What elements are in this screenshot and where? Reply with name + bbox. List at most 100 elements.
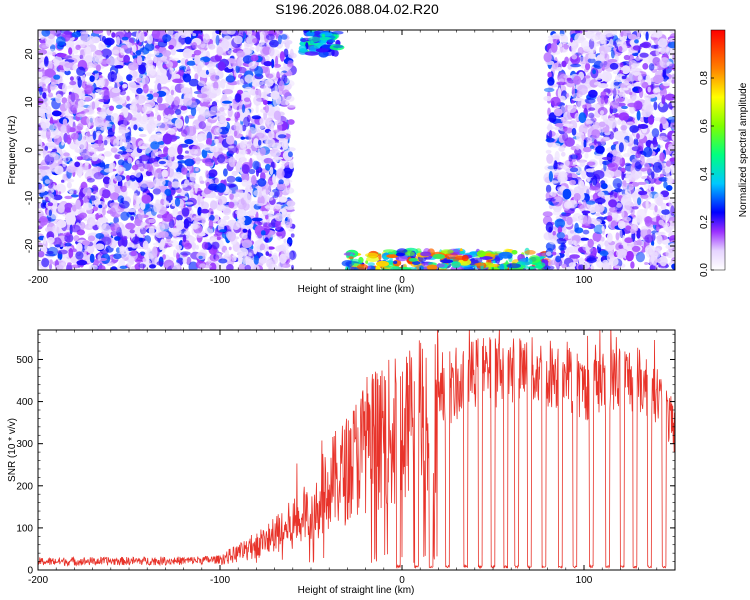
heatmap-cell	[162, 133, 173, 145]
heatmap-cell	[182, 258, 187, 264]
heatmap-cell	[142, 103, 153, 115]
heatmap-cell	[440, 249, 454, 255]
heatmap-cell	[660, 116, 667, 125]
heatmap-cell	[567, 42, 577, 47]
heatmap-cell	[93, 172, 105, 180]
heatmap-cell	[104, 120, 110, 127]
heatmap-cell	[76, 166, 86, 175]
heatmap-cell	[286, 239, 293, 244]
heatmap-cell	[226, 151, 230, 157]
heatmap-cell	[618, 142, 624, 153]
heatmap-cell	[264, 237, 269, 243]
heatmap-cell	[266, 33, 275, 41]
heatmap-cell	[146, 163, 153, 173]
heatmap-cell	[76, 156, 84, 161]
heatmap-cell	[149, 90, 153, 95]
heatmap-cell	[61, 141, 65, 146]
heatmap-cell	[122, 228, 130, 236]
heatmap-cell	[624, 189, 632, 197]
heatmap-cell	[170, 48, 177, 56]
heatmap-cell	[145, 217, 151, 227]
heatmap-cell	[223, 168, 228, 177]
heatmap-cell	[184, 139, 194, 145]
heatmap-cell	[609, 62, 619, 70]
heatmap-cell	[270, 254, 279, 265]
heatmap-cell	[348, 256, 354, 260]
heatmap-cell	[136, 77, 142, 82]
heatmap-cell	[260, 230, 266, 236]
heatmap-cell	[563, 127, 573, 134]
heatmap-cell	[173, 249, 177, 258]
heatmap-cell	[61, 179, 65, 183]
heatmap-cell	[378, 253, 382, 261]
heatmap-cell	[651, 251, 658, 261]
heatmap-cell	[656, 234, 663, 245]
heatmap-cell	[667, 145, 675, 152]
heatmap-cell	[226, 135, 235, 145]
heatmap-cell	[183, 97, 193, 106]
heatmap-cell	[176, 220, 185, 231]
heatmap-cell	[76, 113, 86, 118]
heatmap-cell	[620, 209, 625, 219]
heatmap-cell	[192, 32, 197, 37]
heatmap-cell	[613, 130, 625, 141]
heatmap-cell	[206, 122, 212, 127]
heatmap-cell	[265, 251, 270, 256]
heatmap-cell	[56, 219, 67, 228]
heatmap-cell	[54, 244, 61, 248]
heatmap-cell	[621, 171, 625, 181]
heatmap-cell	[103, 168, 113, 173]
heatmap-cell	[130, 143, 136, 150]
heatmap-cell	[177, 144, 183, 155]
heatmap-cell	[659, 57, 670, 68]
heatmap-cell	[49, 119, 58, 124]
heatmap-cell	[76, 75, 81, 81]
heatmap-cell	[631, 146, 641, 152]
heatmap-cell	[77, 102, 82, 108]
heatmap-cell	[158, 150, 163, 155]
heatmap-cell	[139, 133, 147, 138]
heatmap-cell	[263, 61, 273, 67]
heatmap-cell	[236, 199, 247, 210]
heatmap-cell	[41, 184, 46, 188]
heatmap-cell	[238, 216, 246, 222]
heatmap-cell	[659, 152, 666, 162]
heatmap-cell	[190, 224, 200, 229]
heatmap-cell	[560, 250, 566, 254]
heatmap-cell	[637, 124, 649, 129]
heatmap-cell	[146, 34, 153, 45]
heatmap-cell	[644, 234, 654, 243]
heatmap-cell	[118, 155, 130, 159]
heatmap-cell	[150, 141, 160, 150]
heatmap-cell	[124, 141, 131, 150]
heatmap-cell	[133, 124, 138, 131]
heatmap-cell	[618, 244, 624, 249]
heatmap-cell	[148, 226, 155, 236]
heatmap-cell	[140, 32, 145, 42]
heatmap-cell	[220, 78, 226, 89]
heatmap-cell	[247, 228, 252, 240]
heatmap-cell	[588, 89, 598, 98]
heatmap-cell	[185, 66, 191, 70]
heatmap-cell	[555, 132, 560, 139]
heatmap-cell	[585, 178, 590, 182]
heatmap-cell	[153, 56, 158, 64]
heatmap-cell	[576, 132, 585, 142]
heatmap-cell	[553, 108, 563, 117]
heatmap-cell	[613, 265, 621, 269]
heatmap-cell	[69, 92, 80, 101]
heatmap-cell	[564, 137, 575, 147]
heatmap-cell	[242, 232, 248, 240]
heatmap-cell	[545, 198, 556, 202]
heatmap-cell	[629, 125, 639, 133]
heatmap-cell	[147, 118, 155, 124]
heatmap-cell	[78, 191, 84, 200]
heatmap-cell	[669, 157, 675, 162]
heatmap-cell	[285, 40, 290, 50]
heatmap-cell	[566, 216, 573, 226]
heatmap-cell	[80, 31, 89, 43]
heatmap-cell	[258, 124, 266, 129]
heatmap-cell	[75, 251, 84, 260]
heatmap-cell	[84, 85, 93, 95]
heatmap-cell	[638, 87, 644, 99]
